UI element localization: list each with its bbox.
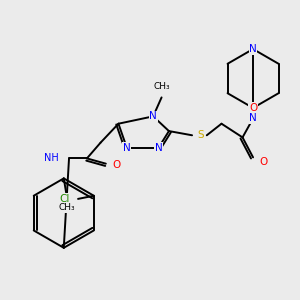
Text: N: N <box>123 143 131 153</box>
Text: O: O <box>249 103 257 113</box>
Text: NH: NH <box>44 153 58 164</box>
Text: CH₃: CH₃ <box>153 82 170 91</box>
Text: CH₃: CH₃ <box>58 203 75 212</box>
Text: Cl: Cl <box>59 194 70 204</box>
Text: N: N <box>154 143 162 153</box>
Text: N: N <box>249 113 257 124</box>
Text: O: O <box>260 157 268 166</box>
Text: S: S <box>197 130 204 140</box>
Text: N: N <box>149 111 157 121</box>
Text: O: O <box>112 160 121 170</box>
Text: N: N <box>249 44 257 54</box>
